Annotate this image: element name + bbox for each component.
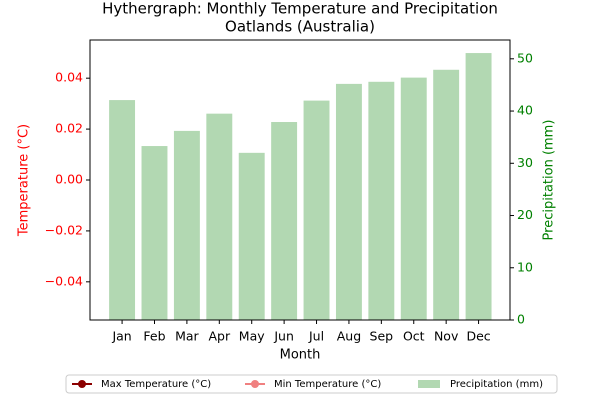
x-tick-label: Aug — [337, 329, 361, 344]
x-axis-label: Month — [280, 348, 321, 363]
y-axis-label: Temperature (°C) — [17, 124, 32, 237]
chart-subtitle: Oatlands (Australia) — [225, 18, 375, 36]
y-tick-label: 0.04 — [55, 70, 83, 85]
y2-tick-label: 20 — [517, 207, 533, 222]
y2-tick-label: 30 — [517, 155, 533, 170]
bar — [173, 130, 200, 320]
x-tick-label: Apr — [208, 329, 230, 344]
bar — [303, 100, 330, 320]
y2-tick-label: 50 — [517, 50, 533, 65]
x-tick-label: Mar — [175, 329, 199, 344]
bar — [465, 53, 492, 321]
x-tick-label: May — [239, 329, 265, 344]
legend-label: Max Temperature (°C) — [101, 379, 211, 390]
bar — [141, 146, 168, 320]
y2-tick-label: 40 — [517, 103, 533, 118]
legend-marker — [251, 380, 259, 388]
bar — [335, 83, 362, 320]
y-tick-label: −0.02 — [45, 222, 83, 237]
x-tick-label: Sep — [370, 329, 394, 344]
x-tick-label: Oct — [403, 329, 425, 344]
y2-tick-label: 10 — [517, 259, 533, 274]
x-tick-label: Jun — [273, 329, 294, 344]
y-tick-label: −0.04 — [45, 273, 83, 288]
y2-tick-label: 0 — [517, 312, 525, 327]
bar — [400, 77, 427, 320]
bar — [109, 100, 136, 321]
bar — [368, 81, 395, 320]
legend-patch — [418, 380, 440, 388]
x-tick-label: Nov — [434, 329, 459, 344]
y-tick-label: 0.00 — [55, 172, 83, 187]
y2-axis-label: Precipitation (mm) — [542, 120, 557, 241]
bar — [271, 122, 298, 320]
chart-title: Hythergraph: Monthly Temperature and Pre… — [102, 0, 498, 18]
legend-frame — [65, 374, 558, 394]
bar — [206, 113, 233, 321]
x-tick-label: Dec — [466, 329, 490, 344]
x-tick-label: Jan — [111, 329, 131, 344]
x-tick-label: Jul — [308, 329, 324, 344]
legend-label: Min Temperature (°C) — [274, 379, 381, 390]
bar — [238, 152, 265, 320]
legend-label: Precipitation (mm) — [450, 379, 543, 390]
x-tick-label: Feb — [143, 329, 165, 344]
legend-marker — [78, 380, 86, 388]
bar — [433, 69, 460, 320]
y-tick-label: 0.02 — [55, 121, 83, 136]
